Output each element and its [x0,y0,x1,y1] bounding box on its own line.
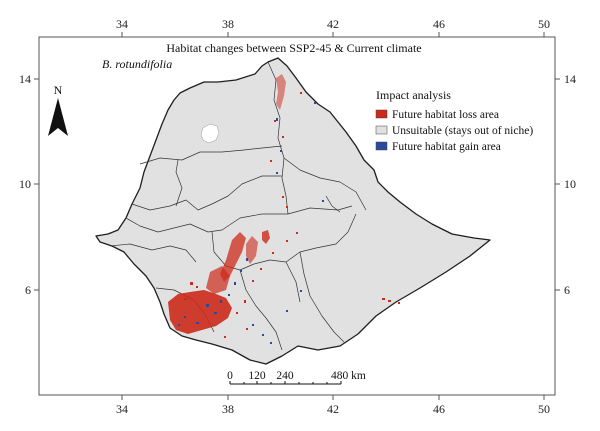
x-tick-bottom-38: 38 [222,402,234,416]
regional-boundaries [109,61,367,351]
y-tick-right-14: 14 [564,72,576,86]
x-tick-bottom-46: 46 [433,402,445,416]
legend-swatch-unsuitable [375,125,388,135]
country-outline [95,57,491,365]
x-tick-top-46: 46 [433,17,445,31]
side-ticks [34,78,560,291]
x-tick-top-50: 50 [538,17,550,31]
legend-swatch-loss [375,109,388,119]
x-tick-top-42: 42 [327,17,339,31]
scale-bar: 0 120 240 480 km [227,370,366,385]
north-arrow: N [48,83,68,136]
legend-label-loss: Future habitat loss area [392,109,499,121]
x-tick-top-34: 34 [116,17,128,31]
x-tick-bottom-42: 42 [327,402,339,416]
y-tick-left-6: 6 [25,283,31,297]
habitat-loss-cluster [168,74,286,334]
scale-label-0: 0 [227,370,233,382]
scale-label-120: 120 [248,370,266,382]
map-title: Habitat changes between SSP2-45 & Curren… [166,41,421,55]
scale-label-480: 480 km [331,370,366,382]
scale-label-240: 240 [276,370,294,382]
x-tick-bottom-50: 50 [538,402,550,416]
x-tick-top-38: 38 [222,17,234,31]
top-ticks [121,32,545,37]
legend-title: Impact analysis [376,88,451,102]
x-tick-bottom-34: 34 [116,402,128,416]
legend-label-unsuitable: Unsuitable (stays out of niche) [392,125,533,137]
y-tick-right-10: 10 [564,177,576,191]
y-tick-left-10: 10 [19,177,31,191]
lake-tana [200,123,220,144]
north-arrow-icon [48,98,68,136]
species-name: B. rotundifolia [102,57,172,71]
legend-label-gain: Future habitat gain area [392,141,501,153]
legend: Impact analysis Future habitat loss area… [375,88,533,153]
north-label: N [54,83,63,97]
habitat-gain-speckles [178,102,324,344]
habitat-loss-speckles [184,92,400,338]
y-tick-right-6: 6 [564,283,570,297]
y-tick-left-14: 14 [19,72,31,86]
legend-swatch-gain [375,141,388,151]
bottom-ticks [121,395,545,400]
